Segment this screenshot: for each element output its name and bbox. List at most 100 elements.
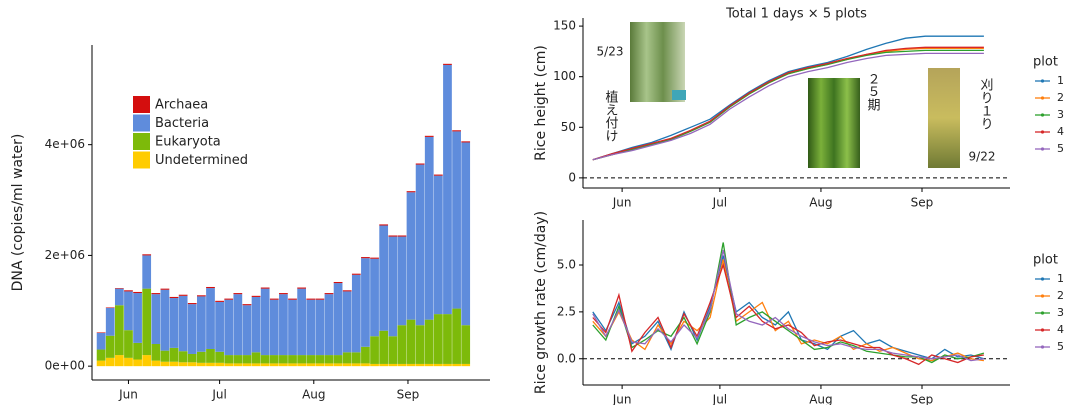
y-tick-label: 100 [553,69,576,83]
y-axis-title: DNA (copies/ml water) [10,134,26,292]
legend-label: 5 [1057,142,1064,155]
bar-segment [333,355,343,364]
legend-title: plot [1033,253,1058,268]
bar-segment [151,293,161,295]
bar-segment [169,361,179,367]
y-tick-label: 0e+00 [45,359,85,373]
bar-segment [306,363,316,367]
legend-label: 3 [1057,306,1064,319]
bar-segment [397,325,407,364]
legend-label: Undetermined [155,153,248,168]
bar-segment [370,258,379,337]
bar-segment [342,291,352,353]
bar-segment [133,359,142,367]
line [592,259,984,362]
bar-segment [96,349,106,361]
y-tick-label: 0 [568,170,576,184]
legend-dot [1040,130,1045,134]
bar-segment [279,293,288,295]
y-tick-label: 5.0 [557,258,576,272]
bar-segment [452,363,461,367]
bar-segment [114,355,124,367]
bar-segment [196,362,206,367]
bar-segment [351,352,361,364]
x-tick-label: Jul [712,393,727,405]
legend-dot [1040,328,1045,332]
legend-label: 4 [1057,323,1064,336]
y-tick-label: 150 [553,19,576,33]
bar-segment [178,362,188,367]
legend-dot [1040,345,1045,349]
bar-segment [288,355,297,364]
photo-planting [630,22,685,102]
bar-segment [370,363,379,367]
bar-segment [342,363,352,367]
bar-segment [397,363,407,367]
x-tick-label: Sep [397,388,420,402]
line [592,255,985,360]
x-tick-label: Jun [118,388,138,402]
line [592,262,984,366]
bar-segment [351,363,361,367]
bar-segment [233,293,243,295]
legend-title: plot [1033,55,1058,70]
bar-segment [233,294,243,356]
bar-segment [361,257,370,259]
bar-segment [415,164,425,326]
bar-segment [443,64,452,315]
legend-label: Eukaryota [155,135,221,150]
bar-segment [215,362,224,367]
bar-segment [361,346,370,364]
bar-segment [388,236,398,337]
bar-segment [206,362,215,367]
bar-segment [133,293,142,343]
bar-segment [333,363,343,367]
bar-segment [370,257,379,259]
bar-segment [206,348,215,363]
bar-segment [142,254,152,256]
bar-segment [433,175,443,315]
bar-segment [151,344,161,361]
bar-segment [251,296,261,353]
bar-segment [178,351,188,363]
bar-segment [260,288,270,356]
bar-segment [433,314,443,364]
bar-segment [415,363,425,367]
bar-segment [297,355,307,364]
bar-segment [342,352,352,364]
legend-label: 2 [1057,289,1064,302]
bar-segment [279,363,288,367]
bar-segment [105,335,115,358]
bar-segment [297,287,307,289]
bar-segment [196,296,206,352]
bar-segment [424,319,434,364]
bar-segment [397,235,407,237]
bar-segment [288,299,297,356]
bar-segment [224,299,234,356]
bar-segment [178,294,188,296]
legend-dot [1040,79,1045,83]
bar-segment [406,319,416,364]
x-tick-label: Jul [712,196,727,210]
chart-title: Total 1 days × 5 plots [725,7,867,22]
y-tick-label: 4e+06 [45,137,85,151]
y-axis-title: Rice height (cm) [533,45,549,161]
bar-segment [242,305,252,356]
bar-segment [306,299,316,356]
line [592,242,985,364]
bar-segment [279,355,288,364]
bar-segment [269,363,279,367]
bar-segment [415,163,425,165]
bar-segment [315,299,325,356]
line [592,249,984,362]
bar-segment [133,291,142,294]
bar-segment [269,299,279,356]
bar-segment [388,336,398,364]
bar-segment [461,363,471,367]
bar-segment [96,332,106,350]
bar-segment [224,355,234,364]
line [592,46,984,161]
bar-segment [178,295,188,352]
bar-segment [406,192,416,320]
bar-segment [379,224,389,226]
